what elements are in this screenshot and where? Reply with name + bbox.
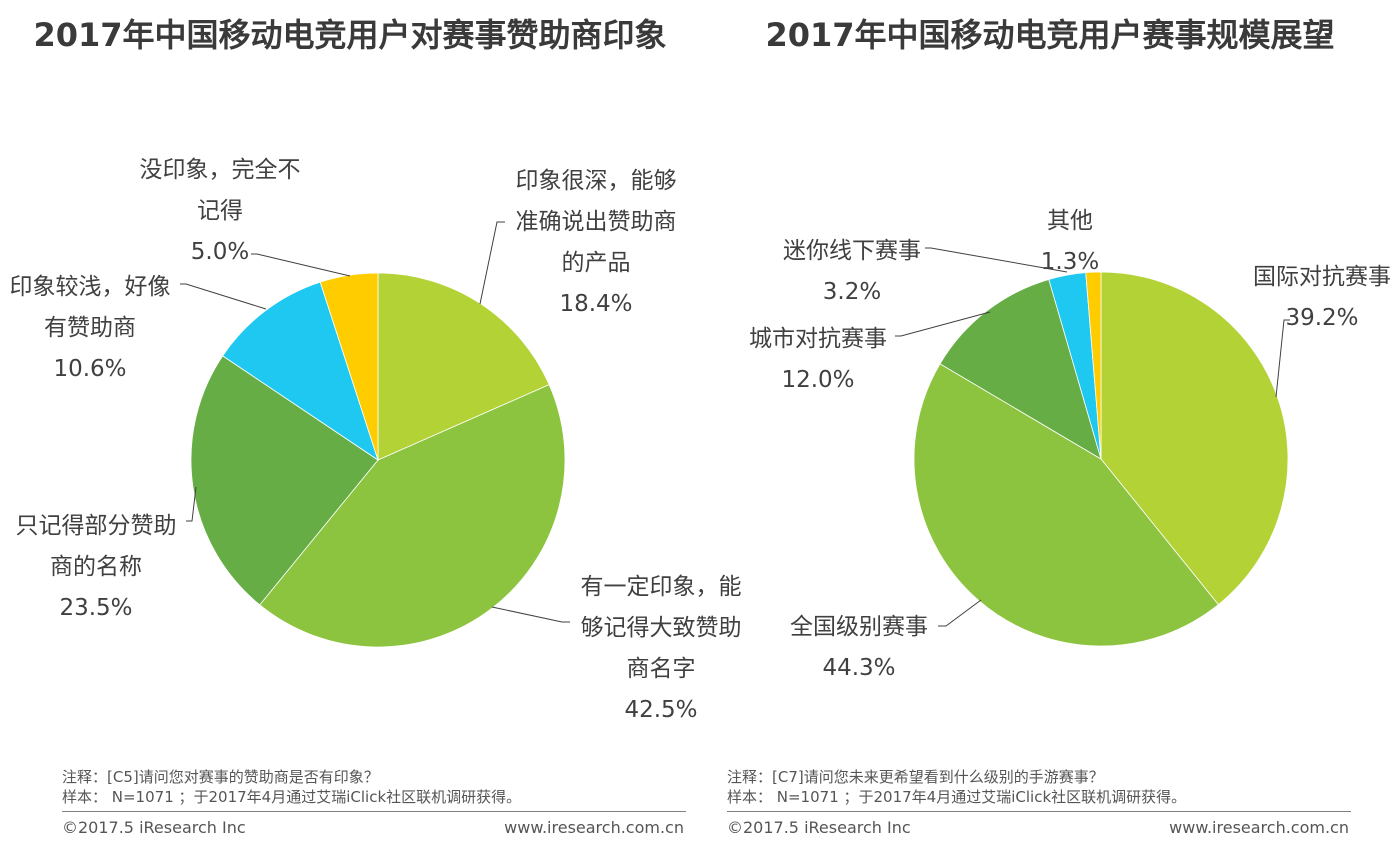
data-label-text: 全国级别赛事	[790, 614, 928, 640]
data-label-text: 国际对抗赛事	[1253, 264, 1391, 290]
pie-slice	[1100, 271, 1289, 606]
pie-slice	[259, 384, 566, 648]
leader-line	[925, 247, 1068, 273]
footer-divider	[62, 811, 686, 812]
note-sample: 样本： N=1071 ；于2017年4月通过艾瑞iClick社区联机调研获得。	[727, 788, 1187, 806]
data-label-text: 有赞助商	[44, 315, 136, 341]
data-label-text: 只记得部分赞助	[16, 513, 177, 539]
data-label-percent: 39.2%	[1285, 305, 1358, 331]
website-link[interactable]: www.iresearch.com.cn	[1169, 818, 1349, 837]
chart-panel-sponsor-impression: 2017年中国移动电竞用户对赛事赞助商印象 印象很深，能够 准确说出赞助商 的产品 1…	[10, 16, 742, 837]
data-label-percent: 42.5%	[624, 697, 697, 723]
data-label-percent: 3.2%	[823, 279, 881, 305]
leader-line	[895, 311, 991, 337]
website-link[interactable]: www.iresearch.com.cn	[504, 818, 684, 837]
copyright: ©2017.5 iResearch Inc	[727, 818, 911, 837]
note-question: 注释：[C5]请问您对赛事的赞助商是否有印象？	[62, 768, 379, 786]
data-label-percent: 44.3%	[822, 655, 895, 681]
data-label-text: 商名字	[627, 656, 696, 682]
pie-slice	[222, 281, 379, 461]
data-label-text: 准确说出赞助商	[516, 209, 677, 235]
pie-slice	[1085, 271, 1102, 460]
pie-slice	[190, 355, 379, 606]
data-label-percent: 18.4%	[559, 291, 632, 317]
leader-line	[479, 221, 505, 305]
data-label-text: 够记得大致赞助	[581, 615, 742, 641]
chart-title: 2017年中国移动电竞用户对赛事赞助商印象	[33, 16, 667, 54]
data-label-text: 印象很深，能够	[516, 168, 677, 194]
data-label-percent: 10.6%	[53, 356, 126, 382]
pie-slice	[939, 278, 1102, 460]
leader-line	[180, 283, 267, 310]
footer-divider	[727, 811, 1351, 812]
data-label-percent: 23.5%	[59, 595, 132, 621]
data-label-text: 印象较浅，好像	[10, 274, 171, 300]
data-label-text: 有一定印象，能	[581, 574, 742, 600]
data-label-text: 的产品	[562, 250, 631, 276]
leader-line	[1275, 319, 1290, 398]
chart-panel-event-scale: 2017年中国移动电竞用户赛事规模展望 国际对抗赛事 39.2% 全国级别赛事 44.…	[700, 0, 1400, 853]
data-label-text: 迷你线下赛事	[783, 238, 921, 264]
leader-line	[251, 253, 351, 277]
data-label-text: 商的名称	[50, 554, 142, 580]
data-label-text: 其他	[1047, 208, 1093, 234]
data-label-text: 城市对抗赛事	[749, 326, 887, 352]
data-label-text: 没印象，完全不	[140, 157, 301, 183]
data-label-percent: 1.3%	[1041, 249, 1099, 275]
note-sample: 样本： N=1071 ；于2017年4月通过艾瑞iClick社区联机调研获得。	[62, 788, 522, 806]
data-label-percent: 5.0%	[191, 239, 249, 265]
copyright: ©2017.5 iResearch Inc	[62, 818, 246, 837]
note-question: 注释：[C7]请问您未来更希望看到什么级别的手游赛事？	[727, 768, 1104, 786]
data-label-percent: 12.0%	[781, 367, 854, 393]
pie-chart-event-scale: 国际对抗赛事 39.2% 全国级别赛事 44.3% 城市对抗赛事 12.0% 迷你线下赛事 3…	[749, 208, 1391, 681]
leader-line	[491, 606, 570, 623]
data-label-text: 记得	[197, 198, 243, 224]
pie-slice	[913, 363, 1219, 647]
leader-line	[186, 486, 197, 522]
chart-title: 2017年中国移动电竞用户赛事规模展望	[765, 16, 1335, 54]
leader-line	[938, 599, 982, 627]
